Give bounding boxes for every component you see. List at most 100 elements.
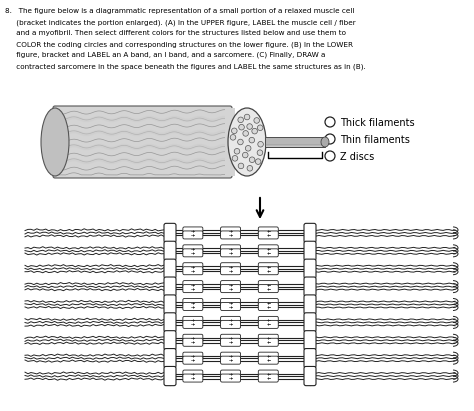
FancyBboxPatch shape bbox=[225, 108, 235, 176]
FancyBboxPatch shape bbox=[258, 298, 278, 307]
FancyBboxPatch shape bbox=[183, 245, 203, 253]
FancyBboxPatch shape bbox=[183, 302, 203, 310]
FancyBboxPatch shape bbox=[220, 374, 241, 382]
Circle shape bbox=[234, 148, 240, 154]
Text: Thin filaments: Thin filaments bbox=[340, 134, 410, 145]
FancyBboxPatch shape bbox=[258, 334, 278, 342]
FancyBboxPatch shape bbox=[265, 137, 325, 147]
FancyBboxPatch shape bbox=[220, 263, 241, 271]
Ellipse shape bbox=[41, 108, 69, 176]
Text: contracted sarcomere in the space beneath the figures and LABEL the same structu: contracted sarcomere in the space beneat… bbox=[5, 63, 366, 69]
FancyBboxPatch shape bbox=[304, 277, 316, 296]
Circle shape bbox=[258, 141, 264, 147]
Ellipse shape bbox=[228, 108, 266, 176]
FancyBboxPatch shape bbox=[183, 267, 203, 275]
FancyBboxPatch shape bbox=[258, 302, 278, 310]
FancyBboxPatch shape bbox=[220, 249, 241, 257]
FancyBboxPatch shape bbox=[183, 334, 203, 342]
FancyBboxPatch shape bbox=[164, 295, 176, 314]
FancyBboxPatch shape bbox=[258, 267, 278, 275]
FancyBboxPatch shape bbox=[183, 284, 203, 293]
Circle shape bbox=[325, 117, 335, 127]
FancyBboxPatch shape bbox=[164, 277, 176, 296]
FancyBboxPatch shape bbox=[164, 313, 176, 332]
FancyBboxPatch shape bbox=[164, 331, 176, 350]
FancyBboxPatch shape bbox=[220, 338, 241, 346]
Text: 8.   The figure below is a diagrammatic representation of a small portion of a r: 8. The figure below is a diagrammatic re… bbox=[5, 8, 355, 14]
FancyBboxPatch shape bbox=[220, 370, 241, 378]
Circle shape bbox=[247, 124, 253, 129]
Circle shape bbox=[252, 128, 257, 134]
FancyBboxPatch shape bbox=[183, 321, 203, 328]
FancyBboxPatch shape bbox=[258, 263, 278, 271]
Circle shape bbox=[249, 137, 255, 143]
FancyBboxPatch shape bbox=[258, 356, 278, 364]
FancyBboxPatch shape bbox=[258, 281, 278, 289]
Circle shape bbox=[242, 152, 248, 158]
FancyBboxPatch shape bbox=[183, 338, 203, 346]
FancyBboxPatch shape bbox=[258, 284, 278, 293]
FancyBboxPatch shape bbox=[220, 284, 241, 293]
Text: figure, bracket and LABEL an A band, an I band, and a sarcomere. (C) Finally, DR: figure, bracket and LABEL an A band, an … bbox=[5, 52, 325, 58]
FancyBboxPatch shape bbox=[220, 245, 241, 253]
FancyBboxPatch shape bbox=[220, 227, 241, 235]
FancyBboxPatch shape bbox=[220, 267, 241, 275]
FancyBboxPatch shape bbox=[258, 231, 278, 239]
FancyBboxPatch shape bbox=[258, 249, 278, 257]
Text: Z discs: Z discs bbox=[340, 152, 374, 162]
Circle shape bbox=[249, 157, 255, 162]
FancyBboxPatch shape bbox=[304, 295, 316, 314]
Circle shape bbox=[239, 125, 244, 130]
FancyBboxPatch shape bbox=[258, 316, 278, 324]
FancyBboxPatch shape bbox=[304, 259, 316, 278]
Circle shape bbox=[257, 125, 263, 131]
FancyBboxPatch shape bbox=[220, 352, 241, 360]
Circle shape bbox=[257, 150, 263, 155]
FancyBboxPatch shape bbox=[183, 281, 203, 289]
FancyBboxPatch shape bbox=[183, 370, 203, 378]
FancyBboxPatch shape bbox=[183, 374, 203, 382]
Circle shape bbox=[238, 163, 244, 169]
Circle shape bbox=[232, 155, 238, 161]
FancyBboxPatch shape bbox=[258, 321, 278, 328]
FancyBboxPatch shape bbox=[220, 231, 241, 239]
FancyBboxPatch shape bbox=[220, 321, 241, 328]
FancyBboxPatch shape bbox=[220, 356, 241, 364]
FancyBboxPatch shape bbox=[183, 352, 203, 360]
FancyBboxPatch shape bbox=[304, 223, 316, 242]
Circle shape bbox=[246, 145, 251, 151]
FancyBboxPatch shape bbox=[164, 349, 176, 368]
FancyBboxPatch shape bbox=[183, 316, 203, 324]
Circle shape bbox=[243, 131, 248, 136]
FancyBboxPatch shape bbox=[164, 241, 176, 261]
Circle shape bbox=[255, 159, 261, 164]
Circle shape bbox=[230, 134, 236, 140]
FancyBboxPatch shape bbox=[183, 356, 203, 364]
FancyBboxPatch shape bbox=[220, 316, 241, 324]
FancyBboxPatch shape bbox=[164, 259, 176, 278]
FancyBboxPatch shape bbox=[183, 298, 203, 307]
FancyBboxPatch shape bbox=[258, 370, 278, 378]
FancyBboxPatch shape bbox=[220, 302, 241, 310]
Text: and a myofibril. Then select different colors for the structures listed below an: and a myofibril. Then select different c… bbox=[5, 30, 346, 36]
FancyBboxPatch shape bbox=[183, 263, 203, 271]
Ellipse shape bbox=[321, 137, 329, 147]
Circle shape bbox=[238, 117, 244, 122]
FancyBboxPatch shape bbox=[220, 298, 241, 307]
Text: (bracket indicates the portion enlarged). (A) In the UPPER figure, LABEL the mus: (bracket indicates the portion enlarged)… bbox=[5, 19, 356, 25]
Circle shape bbox=[237, 139, 243, 145]
FancyBboxPatch shape bbox=[304, 367, 316, 386]
FancyBboxPatch shape bbox=[304, 313, 316, 332]
Circle shape bbox=[244, 114, 250, 120]
Text: Thick filaments: Thick filaments bbox=[340, 118, 415, 127]
FancyBboxPatch shape bbox=[53, 106, 232, 178]
Circle shape bbox=[254, 118, 259, 123]
FancyBboxPatch shape bbox=[304, 331, 316, 350]
FancyBboxPatch shape bbox=[258, 338, 278, 346]
FancyBboxPatch shape bbox=[183, 231, 203, 239]
FancyBboxPatch shape bbox=[220, 281, 241, 289]
Text: COLOR the coding circles and corresponding structures on the lower figure. (B) I: COLOR the coding circles and correspondi… bbox=[5, 41, 353, 48]
FancyBboxPatch shape bbox=[183, 227, 203, 235]
FancyBboxPatch shape bbox=[304, 241, 316, 261]
FancyBboxPatch shape bbox=[164, 223, 176, 242]
